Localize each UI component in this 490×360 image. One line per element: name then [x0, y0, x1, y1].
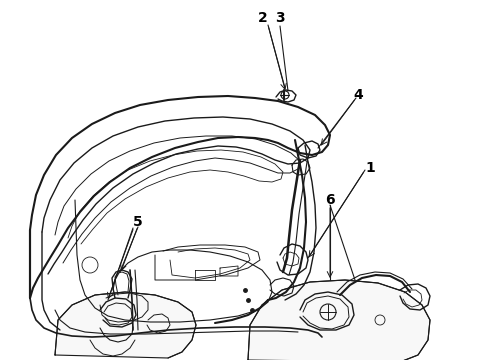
Polygon shape — [55, 292, 196, 358]
Text: 4: 4 — [353, 88, 363, 102]
Text: 6: 6 — [325, 193, 335, 207]
Text: 5: 5 — [133, 215, 143, 229]
Text: 1: 1 — [365, 161, 375, 175]
Text: 3: 3 — [275, 11, 285, 25]
Polygon shape — [248, 280, 430, 360]
Text: 2: 2 — [258, 11, 268, 25]
